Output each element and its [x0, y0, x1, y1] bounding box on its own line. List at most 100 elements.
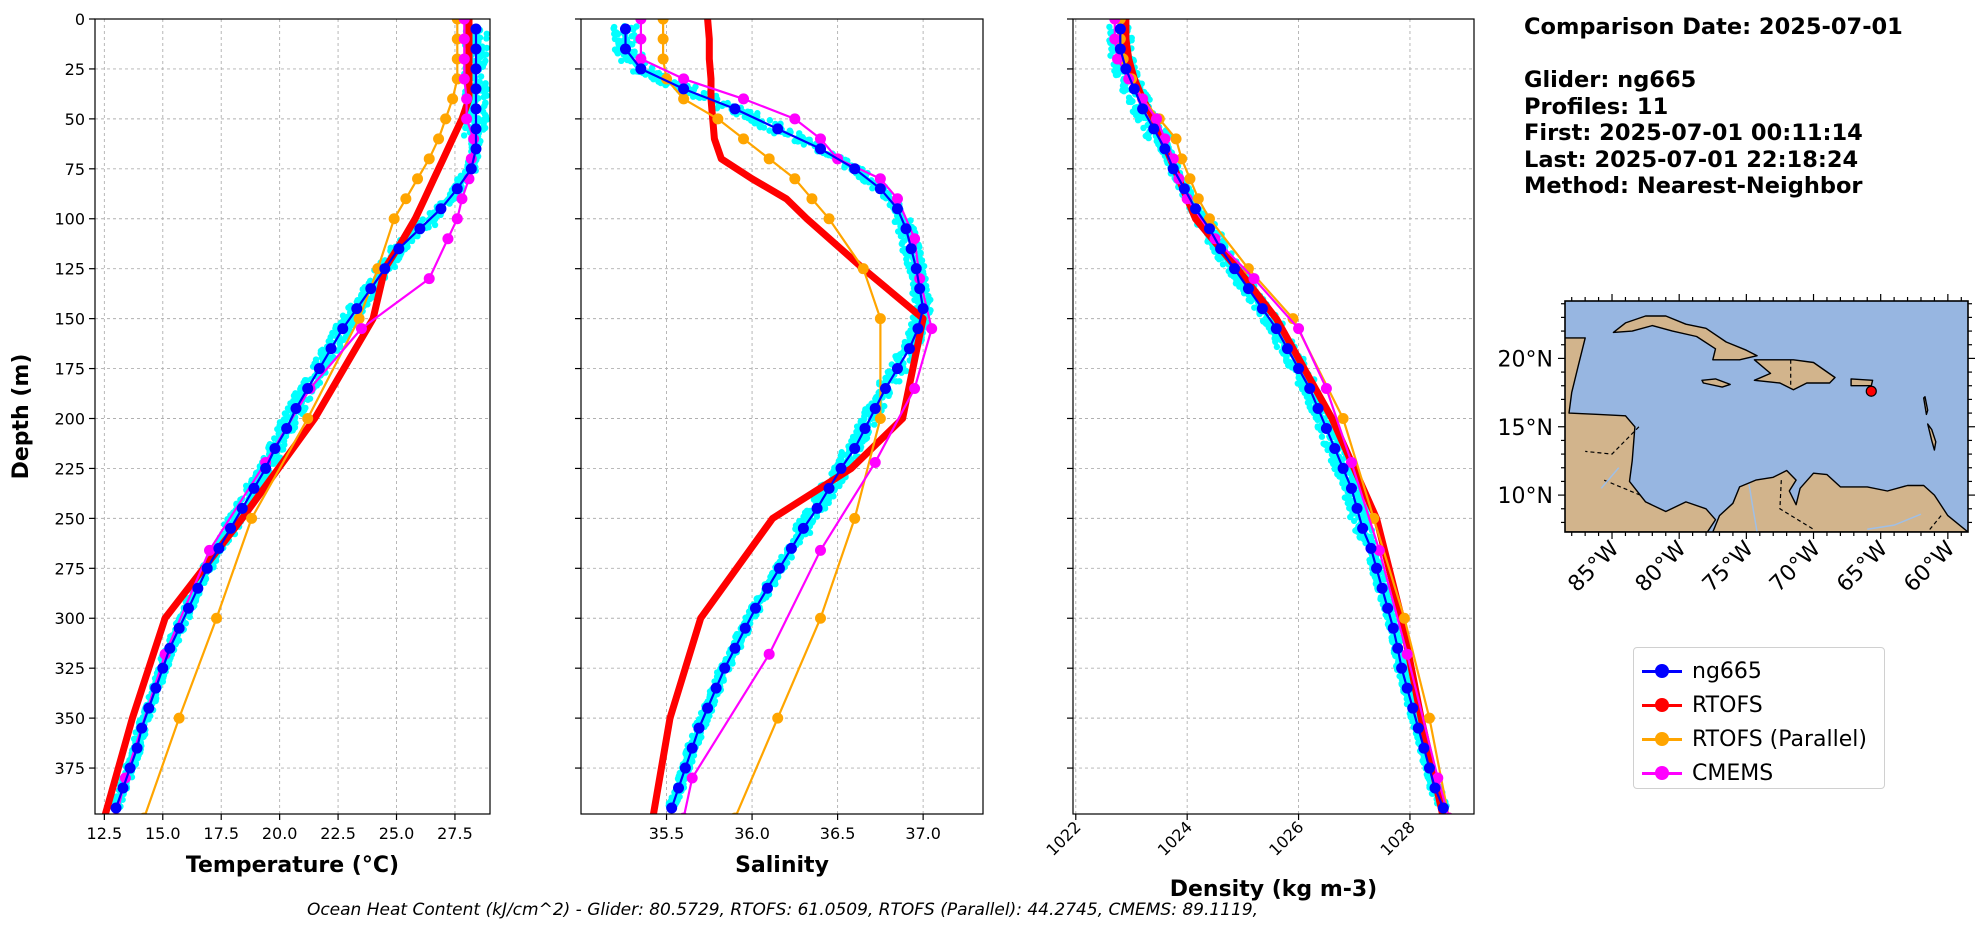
glider-raw-point	[345, 304, 352, 311]
salinity-panel: 35.5 36.0 36.5 37.0 Salinity	[575, 18, 984, 878]
glider-raw-point	[899, 239, 906, 246]
series-point	[433, 133, 445, 145]
glider-raw-point	[1324, 446, 1331, 454]
glider-raw-point	[1403, 695, 1410, 703]
y-tick-label: 275	[54, 559, 85, 578]
series-point	[458, 73, 470, 85]
ocean-heat-content-note: Ocean Heat Content (kJ/cm^2) - Glider: 8…	[306, 900, 1259, 920]
map-land	[1565, 315, 1968, 532]
axes-frame	[580, 18, 984, 815]
glider-raw-point	[1140, 124, 1147, 132]
glider-raw-point	[1136, 116, 1143, 123]
series-point	[712, 113, 724, 125]
y-tick-label: 50	[65, 110, 85, 129]
density-panel: 1022 1024 1026 1028 Density (kg m-3)	[1042, 18, 1475, 902]
series-point	[302, 412, 314, 424]
location-map: 20°N 15°N 10°N 85°W 80°W 75°W 70°W 65°W 60°W	[1498, 294, 1975, 597]
glider-raw-point	[480, 126, 487, 133]
y-tick-label: 250	[54, 509, 85, 528]
series-point	[1429, 782, 1441, 794]
legend-swatch	[1642, 724, 1682, 754]
glider-raw-point	[833, 482, 841, 489]
series-point	[468, 133, 480, 145]
series-point	[173, 622, 185, 634]
series-point	[157, 662, 169, 674]
glider-raw-point	[460, 132, 468, 139]
series-point	[414, 223, 426, 235]
y-tick-label: 225	[54, 459, 85, 478]
series-point	[461, 93, 473, 105]
glider-raw-point	[304, 396, 312, 403]
series-point	[353, 313, 365, 325]
series-point	[1337, 412, 1349, 424]
series-point	[1320, 383, 1332, 395]
series-point	[761, 582, 773, 594]
series-point	[1337, 462, 1349, 474]
glider-raw-point	[614, 46, 621, 53]
series-point	[1376, 582, 1388, 594]
series-point	[879, 383, 891, 395]
series-point	[785, 542, 797, 554]
series-point	[1109, 19, 1121, 25]
series-point	[1176, 153, 1188, 165]
series-point	[814, 133, 826, 145]
glider-raw-point	[849, 433, 857, 441]
lake-nicaragua	[1600, 467, 1620, 489]
glider-raw-point	[1273, 343, 1281, 351]
series-point	[1345, 482, 1357, 494]
x-tick-label: 36.5	[820, 824, 856, 843]
river-orinoco	[1867, 513, 1922, 531]
glider-raw-point	[480, 93, 488, 101]
series-point	[1357, 522, 1369, 534]
glider-raw-point	[871, 421, 878, 428]
glider-raw-point	[828, 470, 835, 477]
series-point	[910, 263, 922, 275]
glider-raw-point	[282, 415, 289, 423]
series-point	[117, 782, 129, 794]
glider-raw-point	[301, 377, 309, 384]
glider-raw-point	[1251, 304, 1258, 311]
series-point	[891, 363, 903, 375]
series-line-ng665	[1119, 29, 1445, 809]
x-tick-label: 37.0	[905, 824, 941, 843]
series-point	[1304, 383, 1316, 395]
series-point	[1293, 323, 1305, 335]
y-tick-label: 350	[54, 709, 85, 728]
series-point	[686, 742, 698, 754]
axes-frame	[94, 18, 491, 815]
series-point	[213, 542, 225, 554]
series-point	[451, 183, 463, 195]
series-point	[124, 762, 136, 774]
x-tick-label: 27.5	[437, 824, 473, 843]
y-tick-label: 75	[65, 160, 85, 179]
series-point	[729, 103, 741, 115]
series-point	[447, 93, 459, 105]
series-point	[789, 113, 801, 125]
series-point	[173, 712, 185, 724]
first-time: First: 2025-07-01 00:11:14	[1524, 120, 1863, 146]
series-point	[1401, 648, 1413, 660]
glider-raw-point	[1114, 71, 1122, 78]
series-point	[351, 303, 363, 315]
river-magdalena	[1748, 484, 1758, 532]
series-point	[763, 648, 775, 660]
series-point	[686, 772, 698, 784]
map-lon-label: 70°W	[1765, 536, 1826, 597]
legend-label: RTOFS	[1692, 692, 1763, 718]
series-point	[412, 173, 424, 185]
glider-raw-point	[1339, 480, 1346, 487]
profiles-count: Profiles: 11	[1524, 93, 1669, 120]
series-point	[1112, 53, 1124, 65]
glider-raw-point	[1247, 296, 1254, 303]
series-point	[1203, 213, 1215, 225]
method: Method: Nearest-Neighbor	[1524, 173, 1863, 199]
spacer	[1524, 41, 1903, 68]
series-point	[1418, 742, 1430, 754]
series-point	[269, 442, 281, 454]
x-axis-label: Salinity	[735, 853, 829, 878]
x-axis-label: Temperature (°C)	[186, 853, 399, 878]
y-tick-label: 325	[54, 659, 85, 678]
glider-raw-point	[242, 482, 250, 490]
series-point	[1320, 422, 1332, 434]
series-point	[869, 403, 881, 415]
